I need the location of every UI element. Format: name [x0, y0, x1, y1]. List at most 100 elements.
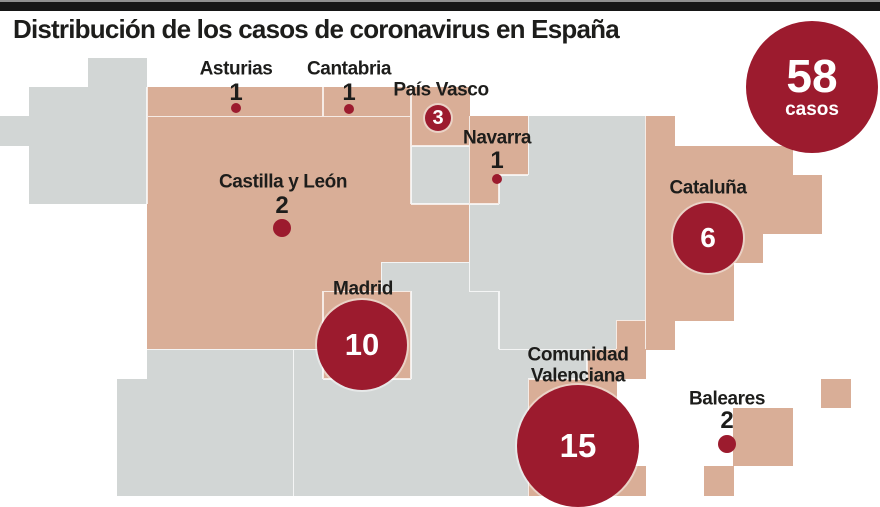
- map-cell-unaffected: [176, 436, 206, 467]
- map-cell-unaffected: [410, 320, 441, 350]
- case-bubble-comunidad-valenciana: 15: [517, 385, 639, 507]
- map-cell-unaffected: [440, 407, 470, 438]
- map-cell-affected: [322, 232, 353, 263]
- map-cell-unaffected: [29, 174, 60, 205]
- map-cell-unaffected: [117, 116, 148, 147]
- map-cell-unaffected: [117, 407, 148, 438]
- map-cell-affected: [733, 174, 764, 205]
- map-cell-unaffected: [616, 291, 646, 321]
- map-cell-unaffected: [616, 232, 646, 263]
- map-cell-affected: [264, 291, 294, 321]
- map-cell-unaffected: [29, 87, 60, 118]
- map-cell-affected: [762, 407, 793, 438]
- map-cell-unaffected: [293, 465, 324, 496]
- map-cell-unaffected: [0, 116, 30, 147]
- map-cell-affected: [205, 174, 236, 205]
- map-cell-unaffected: [498, 378, 529, 409]
- map-cell-unaffected: [557, 116, 588, 147]
- map-cell-unaffected: [410, 174, 441, 205]
- map-cell-unaffected: [146, 378, 177, 409]
- map-cell-unaffected: [586, 174, 617, 205]
- map-cell-unaffected: [293, 436, 324, 467]
- map-cell-affected: [293, 262, 324, 292]
- map-cell-unaffected: [557, 174, 588, 205]
- map-cell-unaffected: [176, 349, 206, 380]
- map-cell-affected: [381, 174, 412, 205]
- map-cell-unaffected: [498, 291, 529, 321]
- map-cell-affected: [704, 291, 734, 321]
- map-cell-affected: [293, 203, 324, 234]
- map-cell-affected: [381, 116, 412, 147]
- map-cell-affected: [205, 203, 236, 234]
- map-cell-unaffected: [440, 174, 470, 205]
- map-cell-unaffected: [381, 262, 412, 292]
- case-dot-cantabria: [344, 104, 354, 114]
- spain-pixel-map: Asturias 1 Cantabria 1 País Vasco 3 Navarra 1 Ca…: [0, 58, 852, 507]
- map-cell-affected: [264, 262, 294, 292]
- map-cell-affected: [645, 262, 676, 292]
- map-cell-affected: [762, 436, 793, 467]
- map-cell-affected: [821, 378, 852, 409]
- map-cell-unaffected: [528, 116, 558, 147]
- map-cell-unaffected: [88, 87, 118, 118]
- map-cell-unaffected: [29, 116, 60, 147]
- map-cell-unaffected: [234, 436, 265, 467]
- map-cell-unaffected: [264, 407, 294, 438]
- total-cases-value: 58: [786, 50, 838, 103]
- map-cell-unaffected: [498, 174, 529, 205]
- map-cell-affected: [205, 262, 236, 292]
- map-cell-affected: [674, 291, 705, 321]
- map-cell-affected: [293, 116, 324, 147]
- case-count-castilla-y-leon: 2: [275, 192, 289, 219]
- map-cell-affected: [352, 232, 382, 263]
- map-cell-affected: [234, 262, 265, 292]
- map-cell-affected: [645, 116, 676, 147]
- map-cell-affected: [381, 145, 412, 176]
- map-cell-unaffected: [205, 465, 236, 496]
- map-cell-unaffected: [498, 349, 529, 380]
- case-dot-castilla-y-leon: [273, 219, 291, 237]
- case-bubble-pais-vasco: 3: [425, 105, 451, 131]
- map-cell-affected: [381, 203, 412, 234]
- map-cell-unaffected: [586, 116, 617, 147]
- map-cell-unaffected: [498, 320, 529, 350]
- map-cell-unaffected: [176, 465, 206, 496]
- map-cell-affected: [645, 320, 676, 350]
- map-cell-unaffected: [146, 349, 177, 380]
- map-cell-affected: [293, 232, 324, 263]
- map-cell-affected: [146, 232, 177, 263]
- map-cell-unaffected: [410, 262, 441, 292]
- map-cell-affected: [205, 291, 236, 321]
- map-cell-unaffected: [528, 145, 558, 176]
- map-cell-unaffected: [88, 145, 118, 176]
- map-cell-unaffected: [557, 291, 588, 321]
- map-cell-affected: [352, 145, 382, 176]
- map-cell-unaffected: [381, 378, 412, 409]
- map-cell-unaffected: [469, 262, 500, 292]
- map-cell-affected: [586, 349, 617, 380]
- map-cell-affected: [762, 203, 793, 234]
- map-cell-affected: [645, 232, 676, 263]
- map-cell-unaffected: [469, 203, 500, 234]
- map-cell-unaffected: [528, 320, 558, 350]
- map-cell-affected: [792, 203, 822, 234]
- map-cell-affected: [146, 320, 177, 350]
- map-cell-unaffected: [88, 58, 118, 88]
- map-cell-unaffected: [616, 116, 646, 147]
- map-cell-unaffected: [498, 262, 529, 292]
- map-cell-unaffected: [557, 232, 588, 263]
- map-cell-unaffected: [322, 407, 353, 438]
- map-cell-unaffected: [352, 436, 382, 467]
- map-cell-affected: [381, 87, 412, 118]
- map-cell-unaffected: [117, 436, 148, 467]
- map-cell-affected: [146, 262, 177, 292]
- page-title: Distribución de los casos de coronavirus…: [13, 14, 620, 44]
- map-cell-unaffected: [352, 465, 382, 496]
- map-cell-affected: [205, 320, 236, 350]
- map-cell-affected: [322, 116, 353, 147]
- case-dot-asturias: [231, 103, 241, 113]
- map-cell-affected: [146, 116, 177, 147]
- map-cell-unaffected: [528, 174, 558, 205]
- map-cell-affected: [234, 232, 265, 263]
